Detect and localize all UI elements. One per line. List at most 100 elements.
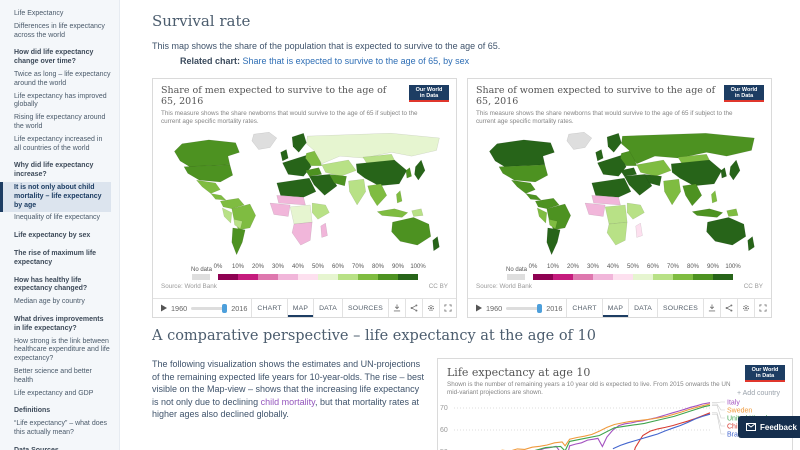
map-region-madagascar[interactable] [320,222,328,238]
map-region-bolivia[interactable] [233,218,243,229]
tab-map[interactable]: MAP [601,299,628,317]
sidebar-item[interactable]: Life expectancy increased in all countri… [14,135,103,152]
map-region-southern_africa[interactable] [291,221,313,245]
map-region-indonesia[interactable] [691,208,724,218]
sidebar-item[interactable]: Definitions [14,407,51,415]
map-region-west_africa[interactable] [269,202,291,217]
map-region-india[interactable] [663,178,681,205]
map-region-central_america[interactable] [210,192,227,200]
legend-color-bin[interactable] [258,273,278,280]
sidebar-item[interactable]: Life expectancy by sex [14,232,91,240]
share-button[interactable] [405,299,422,317]
map-region-west_africa[interactable] [584,202,606,217]
sidebar-item[interactable]: How strong is the link between healthcar… [14,337,110,363]
legend-color-bin[interactable] [593,273,613,280]
legend-color-bin[interactable] [398,273,418,280]
sidebar-item[interactable]: Median age by country [14,298,85,306]
sidebar-item[interactable]: It is not only about child mortality – l… [0,181,111,213]
map-region-southern_africa[interactable] [606,221,628,245]
timeline-slider[interactable] [191,303,228,313]
map-region-iran[interactable] [329,173,347,186]
map-region-korea[interactable] [405,166,412,179]
legend-color-bin[interactable] [238,273,258,280]
map-region-n_south_america[interactable] [220,197,245,209]
source-link[interactable]: Source: World Bank [161,282,217,290]
map-region-canada[interactable] [489,139,555,167]
map-region-uk[interactable] [280,148,289,161]
map-region-korea[interactable] [720,166,727,179]
sidebar-item[interactable]: How has healthy life expectancy changed? [14,276,88,293]
map-region-turkey[interactable] [305,166,322,177]
legend-no-data[interactable]: No data [506,267,527,280]
sidebar-item[interactable]: Data Sources [14,445,111,450]
timeline-handle[interactable] [222,303,228,313]
tab-sources[interactable]: SOURCES [341,299,388,317]
map-region-canada[interactable] [174,139,240,167]
map-region-peru[interactable] [221,207,232,224]
legend-label-sweden[interactable]: Sweden [727,408,752,415]
fullscreen-button[interactable] [439,299,456,317]
sidebar-item[interactable]: Twice as long – life expectancy around t… [14,70,111,87]
related-chart-link[interactable]: Share that is expected to survive to the… [242,56,470,66]
map-region-china[interactable] [355,159,408,186]
map-region-sahel[interactable] [276,194,306,205]
map-region-greenland[interactable] [566,131,593,150]
map-region-new_zealand[interactable] [747,235,755,251]
map-region-australia[interactable] [391,216,431,245]
map-region-new_zealand[interactable] [432,235,440,251]
map-region-brazil[interactable] [546,203,571,230]
legend-color-bin[interactable] [633,273,653,280]
settings-button[interactable] [737,299,754,317]
map-region-russia[interactable] [306,132,440,164]
map-region-scandinavia[interactable] [606,132,622,153]
map-region-sahel[interactable] [591,194,621,205]
map-region-brazil[interactable] [231,203,256,230]
tab-data[interactable]: DATA [628,299,657,317]
timeline-handle[interactable] [537,303,543,313]
map-region-philippines[interactable] [711,189,718,203]
play-icon[interactable] [475,304,483,312]
legend-color-bin[interactable] [653,273,673,280]
sidebar-item[interactable]: Better science and better health [14,367,92,384]
map-region-usa[interactable] [498,164,548,182]
legend-color-bin[interactable] [218,273,238,280]
map-region-bolivia[interactable] [548,218,558,229]
legend-label-brazil[interactable]: Brazil [727,432,745,439]
map-region-japan[interactable] [414,159,426,180]
series-line-brazil[interactable] [612,413,711,450]
sidebar-item[interactable]: Life expectancy has improved globally [14,92,107,109]
map-region-turkey[interactable] [620,166,637,177]
legend-color-bin[interactable] [673,273,693,280]
source-link[interactable]: Source: World Bank [476,282,532,290]
legend-color-bin[interactable] [358,273,378,280]
legend-label-china[interactable]: China [727,424,745,431]
sidebar-item[interactable]: Why did life expectancy increase? [14,162,94,179]
map-region-india[interactable] [348,178,366,205]
add-country-button[interactable]: + Add country [736,390,780,397]
map-region-madagascar[interactable] [635,222,643,238]
download-button[interactable] [703,299,720,317]
map-region-uk[interactable] [595,148,604,161]
map-region-central_america[interactable] [525,192,542,200]
settings-button[interactable] [422,299,439,317]
map-region-scandinavia[interactable] [291,132,307,153]
license-link[interactable]: CC BY [428,282,448,290]
series-line-united-kingdom[interactable] [456,404,711,450]
series-line-italy[interactable] [496,402,711,450]
legend-color-bin[interactable] [613,273,633,280]
legend-color-bin[interactable] [298,273,318,280]
sidebar-item[interactable]: Differences in life expectancy across th… [14,22,105,39]
legend-color-bin[interactable] [533,273,553,280]
map-region-central_africa[interactable] [289,204,313,224]
map-region-greenland[interactable] [251,131,278,150]
map-region-mexico[interactable] [195,179,221,194]
sidebar-item[interactable]: The rise of maximum life expectancy [14,249,97,266]
map-region-argentina[interactable] [231,227,246,255]
fullscreen-button[interactable] [754,299,771,317]
sidebar-item[interactable]: Rising life expectancy around the world [14,114,106,130]
play-icon[interactable] [160,304,168,312]
map-region-n_south_america[interactable] [535,197,560,209]
map-region-middle_east[interactable] [308,173,338,196]
map-region-central_asia[interactable] [636,159,672,177]
feedback-button[interactable]: Feedback [738,416,800,438]
